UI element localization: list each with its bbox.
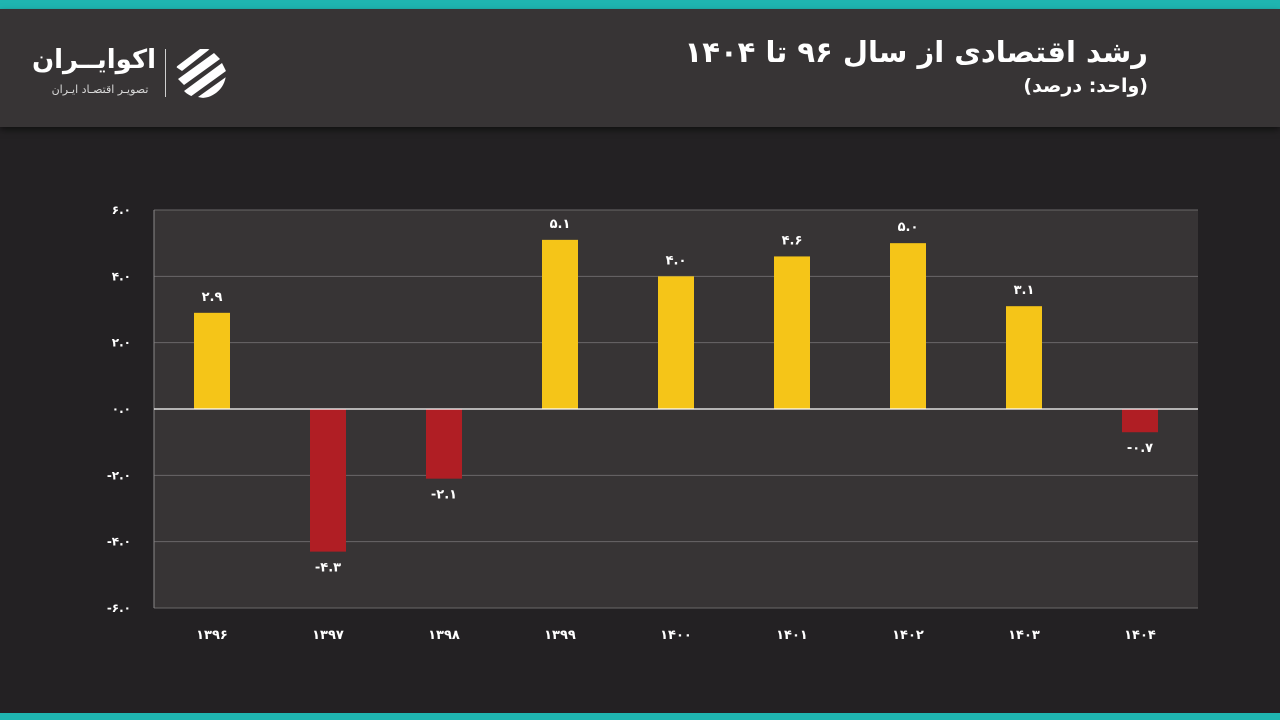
logo-divider (165, 49, 166, 97)
bar (890, 243, 926, 409)
data-label: -۴.۳ (315, 561, 341, 576)
logo: اکوایــران تصویـر اقتصـاد ایـران (31, 43, 244, 105)
x-tick-label: ۱۳۹۶ (196, 628, 228, 643)
page-title: رشد اقتصادی از سال ۹۶ تا ۱۴۰۴ (684, 35, 1148, 69)
y-tick-label: ۲.۰ (112, 336, 131, 350)
ecoiran-stripes-icon (176, 49, 226, 98)
chart-area: ۶.۰ ۴.۰ ۲.۰ ۰.۰ -۲.۰ -۴.۰ -۶.۰ ۲.۹ ۱۳۹۶ -۴.۳ ۱۳۹۷ -… (0, 127, 1280, 713)
data-label: -۰.۷ (1127, 441, 1153, 456)
bar (1122, 409, 1158, 433)
data-label: ۲.۹ (202, 290, 223, 305)
data-label: ۵.۱ (550, 217, 571, 232)
x-tick-label: ۱۴۰۴ (1124, 628, 1156, 643)
y-tick-label: ۴.۰ (112, 269, 131, 283)
x-tick-label: ۱۳۹۷ (312, 628, 344, 643)
logo-tagline: تصویـر اقتصـاد ایـران (51, 83, 149, 96)
logo-name: اکوایــران (31, 45, 156, 75)
header: اکوایــران تصویـر اقتصـاد ایـران رشد اقت… (0, 9, 1280, 127)
y-tick-label: ۶.۰ (112, 203, 131, 217)
x-tick-label: ۱۴۰۰ (660, 628, 692, 643)
bar (194, 312, 230, 409)
data-label: ۵.۰ (898, 220, 919, 235)
data-label: -۲.۱ (431, 488, 457, 503)
top-accent-bar (0, 0, 1280, 9)
data-label: ۳.۱ (1014, 283, 1035, 298)
bar (1006, 306, 1042, 409)
y-tick-label: -۴.۰ (107, 535, 131, 549)
x-tick-label: ۱۳۹۸ (428, 628, 460, 643)
page-subtitle: (واحد: درصد) (1023, 75, 1148, 97)
bar (658, 276, 694, 409)
y-tick-label: -۲.۰ (107, 468, 131, 482)
data-label: ۴.۶ (782, 233, 803, 248)
bottom-accent-bar (0, 713, 1280, 720)
x-tick-label: ۱۴۰۳ (1008, 628, 1040, 643)
x-tick-label: ۱۳۹۹ (544, 628, 576, 643)
y-tick-label: -۶.۰ (107, 601, 131, 615)
x-tick-label: ۱۴۰۱ (776, 628, 808, 643)
y-tick-label: ۰.۰ (112, 402, 131, 416)
bar (426, 409, 462, 479)
growth-bar-chart: ۶.۰ ۴.۰ ۲.۰ ۰.۰ -۲.۰ -۴.۰ -۶.۰ ۲.۹ ۱۳۹۶ -۴.۳ ۱۳۹۷ -… (107, 203, 1198, 643)
bar (542, 239, 578, 409)
x-tick-label: ۱۴۰۲ (892, 628, 924, 643)
bar (310, 409, 346, 552)
data-label: ۴.۰ (666, 253, 687, 268)
bar (774, 256, 810, 409)
